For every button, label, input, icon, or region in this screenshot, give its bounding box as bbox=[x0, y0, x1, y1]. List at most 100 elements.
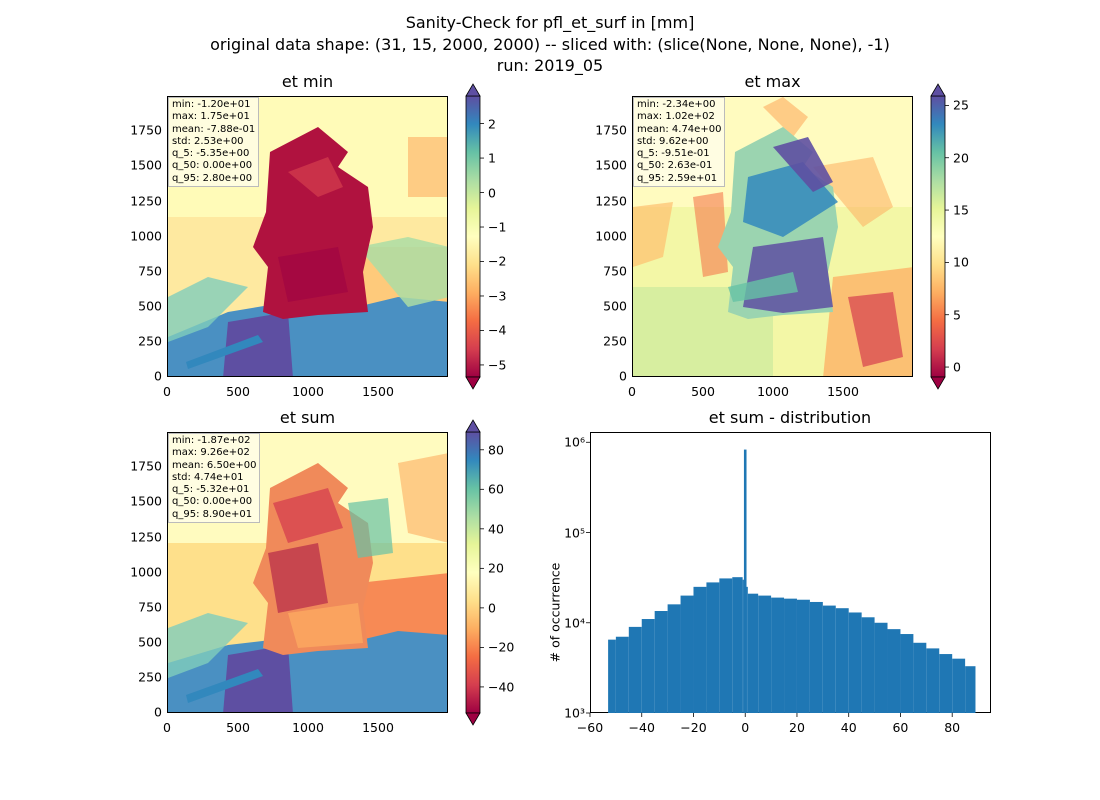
histogram-bar bbox=[900, 634, 914, 713]
et-min-heatmap bbox=[168, 97, 447, 376]
histogram-bar bbox=[848, 612, 862, 713]
y-tick-label: 1000 bbox=[130, 564, 162, 580]
histogram-bar bbox=[628, 626, 642, 713]
colorbar-extend-max bbox=[930, 83, 946, 97]
histogram-title: et sum - distribution bbox=[708, 408, 872, 427]
et-max-title: et max bbox=[744, 72, 801, 91]
y-tick-label: 250 bbox=[603, 333, 627, 349]
et-min-map: min: -1.20e+01 max: 1.75e+01 mean: -7.88… bbox=[167, 96, 448, 377]
histogram-bar bbox=[693, 586, 707, 713]
histogram-bar bbox=[939, 654, 953, 713]
colorbar-extend-min bbox=[465, 712, 481, 726]
histogram-plot bbox=[586, 432, 991, 717]
stat-line: std: 4.74e+01 bbox=[172, 471, 244, 483]
colorbar-extend-min bbox=[465, 376, 481, 390]
cbar-tick-label: −3 bbox=[488, 288, 507, 304]
x-tick-label: 500 bbox=[226, 720, 250, 735]
histogram-bar bbox=[680, 595, 694, 713]
histogram-bar bbox=[796, 599, 810, 713]
cbar-tick-label: 10 bbox=[953, 254, 969, 270]
x-tick-label: 500 bbox=[226, 384, 250, 399]
stat-line: max: 1.02e+02 bbox=[637, 111, 715, 123]
x-tick-label: 0 bbox=[163, 384, 171, 399]
y-tick-label: 750 bbox=[138, 599, 162, 615]
cbar-tick-label: −5 bbox=[488, 357, 507, 373]
cbar-tick-label: 20 bbox=[488, 560, 504, 576]
stat-line: std: 2.53e+00 bbox=[172, 135, 244, 147]
cbar-tick-label: 60 bbox=[488, 481, 504, 497]
histogram-bar bbox=[861, 617, 875, 713]
x-tick-label: −60 bbox=[576, 720, 604, 735]
x-tick-label: 20 bbox=[789, 720, 805, 735]
x-tick-label: 1500 bbox=[362, 720, 394, 735]
cbar-tick-label: 0 bbox=[488, 600, 496, 616]
stat-line: q_95: 8.90e+01 bbox=[172, 508, 253, 520]
cbar-tick-label: −1 bbox=[488, 219, 507, 235]
stat-line: q_5: -5.32e+01 bbox=[172, 484, 250, 496]
y-tick-label: 500 bbox=[138, 298, 162, 314]
y-tick-label: 750 bbox=[603, 263, 627, 279]
cbar-tick-label: 80 bbox=[488, 442, 504, 458]
x-tick-label: −20 bbox=[680, 720, 707, 735]
histogram-bar bbox=[822, 605, 836, 713]
colorbar-extend-min bbox=[930, 376, 946, 390]
y-tick-label: 10⁴ bbox=[564, 615, 585, 631]
y-tick-label: 10⁵ bbox=[564, 525, 585, 541]
x-tick-label: 60 bbox=[892, 720, 909, 735]
histogram-bars bbox=[586, 441, 976, 717]
cbar-tick-label: −40 bbox=[488, 679, 515, 695]
et-max-map: min: -2.34e+00 max: 1.02e+02 mean: 4.74e… bbox=[632, 96, 913, 377]
y-tick-label: 1250 bbox=[595, 193, 627, 209]
stat-line: q_50: 0.00e+00 bbox=[172, 160, 253, 172]
cbar-tick-label: 0 bbox=[953, 359, 961, 375]
stat-line: max: 9.26e+02 bbox=[172, 447, 250, 459]
cbar-tick-label: −4 bbox=[488, 322, 507, 338]
y-tick-label: 750 bbox=[138, 263, 162, 279]
cbar-tick-label: 40 bbox=[488, 521, 504, 537]
x-tick-label: 1500 bbox=[827, 384, 859, 399]
histogram-bar bbox=[654, 610, 668, 713]
histogram-bar bbox=[965, 666, 976, 713]
y-tick-label: 1000 bbox=[595, 228, 627, 244]
x-tick-label: 500 bbox=[691, 384, 715, 399]
stat-line: min: -2.34e+00 bbox=[637, 99, 716, 110]
y-tick-label: 10³ bbox=[564, 705, 585, 721]
cbar-tick-label: 0 bbox=[488, 185, 496, 201]
stat-line: min: -1.87e+02 bbox=[172, 435, 251, 446]
figure-subtitle: original data shape: (31, 15, 2000, 2000… bbox=[210, 35, 890, 54]
colorbar-gradient bbox=[465, 95, 481, 378]
colorbar-extend-max bbox=[465, 419, 481, 433]
y-tick-label: 500 bbox=[138, 634, 162, 650]
cbar-tick-label: 1 bbox=[488, 150, 496, 166]
histogram-bar bbox=[641, 619, 655, 713]
histogram-bar bbox=[742, 579, 744, 713]
cbar-tick-label: 20 bbox=[953, 150, 969, 166]
y-tick-label: 0 bbox=[154, 368, 162, 384]
stat-line: q_50: 0.00e+00 bbox=[172, 496, 253, 508]
stat-line: q_5: -9.51e-01 bbox=[637, 148, 710, 160]
x-tick-label: 0 bbox=[163, 720, 171, 735]
histogram-bar bbox=[608, 639, 616, 713]
stat-line: mean: 4.74e+00 bbox=[637, 123, 722, 135]
y-tick-label: 250 bbox=[138, 333, 162, 349]
y-tick-label: 250 bbox=[138, 669, 162, 685]
et-max-stats-box: min: -2.34e+00 max: 1.02e+02 mean: 4.74e… bbox=[633, 97, 726, 188]
y-tick-label: 1000 bbox=[130, 228, 162, 244]
et-min-colorbar bbox=[465, 83, 484, 390]
x-tick-label: 1500 bbox=[362, 384, 394, 399]
et-min-stats-box: min: -1.20e+01 max: 1.75e+01 mean: -7.88… bbox=[168, 97, 260, 188]
x-tick-label: 0 bbox=[628, 384, 636, 399]
et-sum-colorbar bbox=[465, 419, 484, 726]
stat-line: q_50: 2.63e-01 bbox=[637, 160, 713, 172]
y-tick-label: 1250 bbox=[130, 193, 162, 209]
histogram-bar bbox=[784, 598, 797, 713]
y-tick-label: 1500 bbox=[130, 157, 162, 173]
cbar-tick-label: −2 bbox=[488, 253, 507, 269]
y-tick-label: 1750 bbox=[130, 458, 162, 474]
colorbar-gradient bbox=[930, 95, 946, 378]
y-tick-label: 0 bbox=[154, 704, 162, 720]
histogram-bar bbox=[667, 604, 681, 713]
et-sum-stats-box: min: -1.87e+02 max: 9.26e+02 mean: 6.50e… bbox=[168, 433, 261, 524]
stat-line: q_95: 2.59e+01 bbox=[637, 172, 718, 184]
colorbar-extend-max bbox=[465, 83, 481, 97]
